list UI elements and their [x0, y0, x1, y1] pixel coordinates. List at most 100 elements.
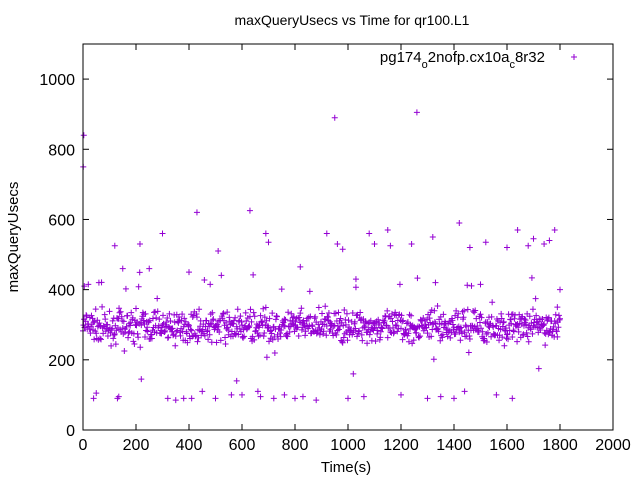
data-point [140, 317, 147, 324]
data-point [164, 395, 171, 402]
data-point [505, 336, 512, 343]
data-point [417, 333, 424, 340]
data-point [556, 316, 563, 323]
data-point [273, 313, 280, 320]
data-point [366, 319, 373, 326]
data-point [192, 333, 199, 340]
data-point [184, 339, 191, 346]
data-point [186, 269, 192, 276]
data-point [164, 314, 171, 321]
data-point [220, 310, 227, 317]
data-point [93, 330, 100, 337]
data-point [428, 307, 435, 314]
data-point [127, 319, 134, 326]
data-point [258, 319, 265, 326]
data-point [428, 333, 435, 340]
data-point [88, 312, 95, 319]
data-point [201, 277, 208, 284]
data-point [437, 337, 444, 344]
data-point [183, 330, 190, 337]
x-tick-label: 800 [282, 437, 309, 454]
data-point [403, 320, 410, 327]
data-point [115, 393, 122, 400]
data-point [537, 327, 544, 334]
data-point [515, 328, 522, 335]
data-point [172, 342, 179, 349]
data-point [121, 329, 128, 336]
data-point [222, 341, 229, 348]
data-point [357, 309, 364, 316]
data-point [402, 327, 409, 334]
data-point [281, 391, 288, 398]
data-point [176, 329, 183, 336]
data-point [372, 338, 379, 345]
x-tick-label: 1000 [330, 437, 366, 454]
data-point [366, 230, 373, 237]
data-point [154, 295, 161, 302]
data-point [557, 286, 563, 293]
data-point [308, 322, 315, 329]
data-point [289, 314, 296, 321]
data-point [123, 323, 130, 330]
data-point [109, 317, 116, 324]
data-point [361, 323, 368, 330]
data-point [237, 313, 244, 320]
data-point [124, 312, 131, 319]
data-point [496, 337, 503, 344]
data-point [312, 313, 319, 320]
data-point [222, 334, 229, 341]
data-point [299, 393, 306, 400]
data-point [96, 320, 103, 327]
data-point [170, 332, 177, 339]
data-point [142, 334, 149, 341]
data-point [260, 333, 267, 340]
data-point [398, 325, 404, 332]
data-point [259, 318, 266, 325]
data-point [504, 330, 511, 337]
data-point [161, 329, 168, 336]
data-point [174, 318, 181, 325]
data-point [106, 308, 113, 315]
data-point [179, 311, 186, 318]
y-tick-label: 400 [48, 283, 75, 300]
data-point [241, 333, 248, 340]
data-point [472, 307, 479, 314]
data-point [108, 342, 115, 349]
data-point [511, 315, 518, 322]
data-point [173, 328, 180, 335]
data-point [104, 321, 111, 328]
data-point [478, 325, 485, 332]
data-point [550, 326, 557, 333]
data-point [408, 312, 415, 319]
data-point [551, 226, 558, 233]
data-point [290, 313, 297, 320]
data-point [136, 269, 143, 276]
data-point [120, 318, 127, 325]
data-point [432, 279, 439, 286]
data-point [223, 319, 230, 326]
data-point [257, 332, 264, 339]
data-point [155, 322, 162, 329]
data-point [510, 327, 517, 334]
x-axis-label: Time(s) [321, 459, 371, 476]
data-point [554, 304, 561, 311]
data-point [523, 321, 530, 328]
data-point [357, 317, 364, 324]
data-point [379, 325, 386, 332]
data-point [116, 309, 123, 316]
data-point [335, 326, 342, 333]
y-tick-label: 0 [66, 423, 75, 440]
data-point [555, 324, 562, 331]
data-point [125, 334, 132, 341]
data-point [243, 318, 250, 325]
data-point [454, 314, 461, 321]
data-point [93, 390, 100, 397]
data-point [119, 325, 126, 332]
data-point [557, 315, 563, 322]
data-point [457, 337, 464, 344]
data-point [144, 324, 151, 331]
data-point [254, 388, 261, 395]
data-point [392, 309, 399, 316]
data-point [409, 340, 416, 347]
data-point [439, 334, 446, 341]
